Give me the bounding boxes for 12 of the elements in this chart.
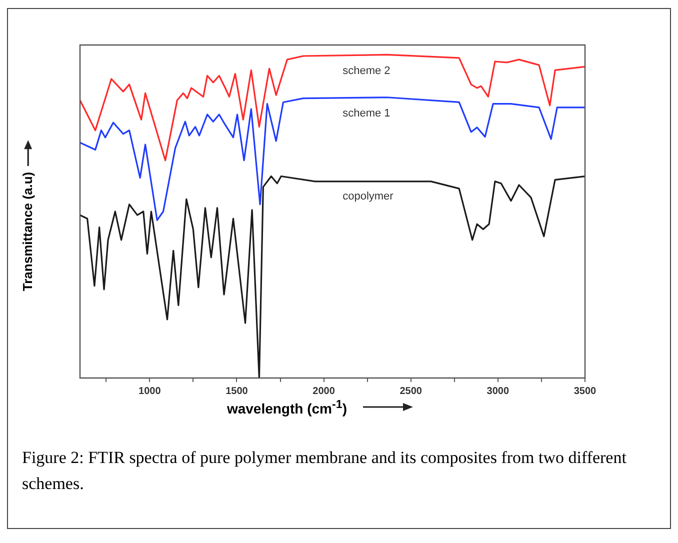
x-tick-label: 2500 <box>400 386 422 397</box>
series-label: scheme 1 <box>342 107 390 120</box>
x-tick-label: 1500 <box>226 386 248 397</box>
x-tick-label: 3500 <box>574 386 597 397</box>
x-axis-title: wavelength (cm$^{-1}$) <box>226 398 348 417</box>
series-label: scheme 2 <box>342 64 390 77</box>
x-tick-label: 1000 <box>138 386 162 397</box>
series-label: copolymer <box>342 190 394 202</box>
y-axis-title: Transmittance (a.u) <box>20 171 36 291</box>
x-tick-label: 2000 <box>312 386 336 397</box>
caption: Figure 2: FTIR spectra of pure polymer membrane and its composites from two different schemes. <box>22 447 628 496</box>
x-tick-label: 3000 <box>486 386 510 397</box>
